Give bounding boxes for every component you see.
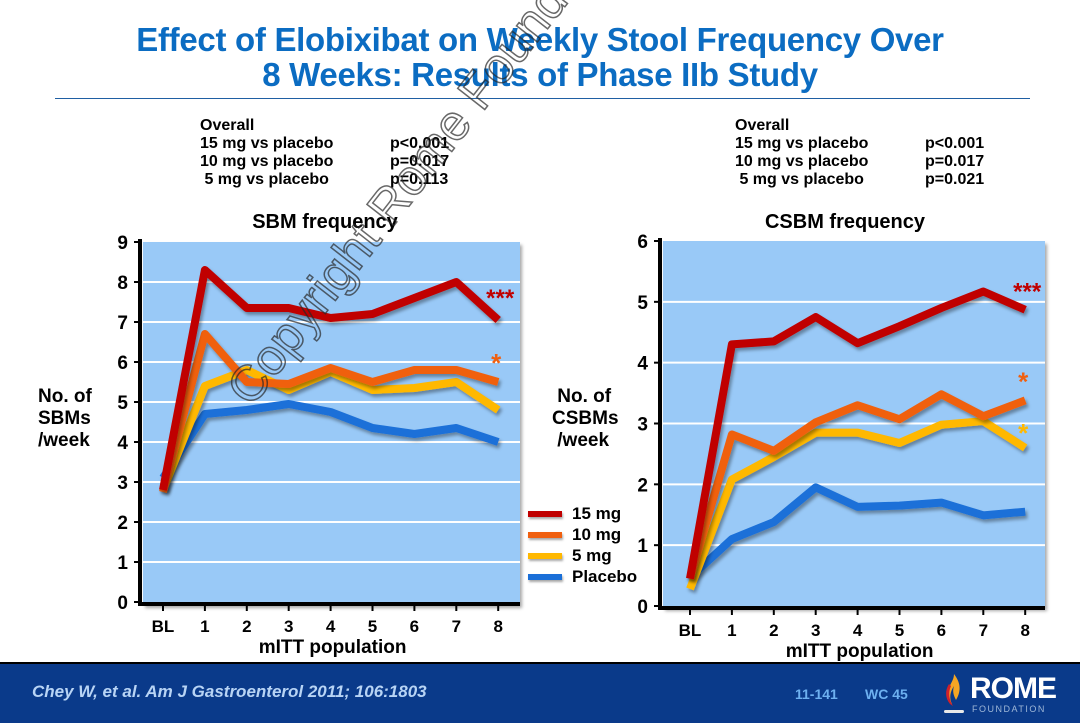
legend-label: 15 mg [572,504,621,524]
legend-swatch [528,553,562,559]
significance-annotation: * [491,348,502,378]
y-tick-label: 4 [117,433,128,454]
y-tick-label: 0 [117,593,128,614]
legend-label: Placebo [572,567,637,587]
citation: Chey W, et al. Am J Gastroenterol 2011; … [32,682,427,702]
x-tick-label: 1 [727,621,736,640]
wc-code: WC 45 [865,686,908,702]
significance-annotation: * [1018,418,1029,448]
rome-foundation-logo: ROME FOUNDATION [940,670,1070,718]
legend-swatch [528,511,562,517]
x-tick-label: 6 [410,617,419,636]
y-tick-label: 1 [637,536,648,557]
x-tick-label: 5 [895,621,904,640]
flame-icon [940,670,968,718]
x-tick-label: 7 [979,621,988,640]
footer-bar: Chey W, et al. Am J Gastroenterol 2011; … [0,662,1080,723]
chart-legend: 15 mg 10 mg 5 mg Placebo [528,503,637,587]
y-tick-label: 4 [637,354,648,375]
legend-item-5mg: 5 mg [528,545,637,566]
y-tick-label: 2 [117,513,128,534]
significance-annotation: *** [1013,279,1042,306]
y-tick-label: 3 [637,415,648,436]
x-tick-label: 8 [493,617,502,636]
x-tick-label: 2 [769,621,778,640]
x-tick-label: 6 [937,621,946,640]
y-tick-label: 1 [117,553,128,574]
y-tick-label: 0 [637,597,648,618]
x-tick-label: 3 [284,617,293,636]
legend-swatch [528,574,562,580]
y-tick-label: 5 [637,293,648,314]
x-tick-label: 7 [452,617,461,636]
y-tick-label: 2 [637,475,648,496]
significance-annotation: *** [486,285,515,312]
y-tick-label: 7 [117,313,128,334]
legend-item-placebo: Placebo [528,566,637,587]
logo-subtitle: FOUNDATION [972,704,1046,714]
x-tick-label: BL [152,617,175,636]
logo-wordmark: ROME [970,672,1056,706]
x-tick-label: BL [679,621,702,640]
x-tick-label: 4 [853,621,863,640]
y-tick-label: 8 [117,273,128,294]
legend-item-15mg: 15 mg [528,503,637,524]
legend-label: 5 mg [572,546,612,566]
legend-swatch [528,532,562,538]
x-tick-label: 2 [242,617,251,636]
legend-item-10mg: 10 mg [528,524,637,545]
x-tick-label: 3 [811,621,820,640]
y-tick-label: 3 [117,473,128,494]
legend-label: 10 mg [572,525,621,545]
y-tick-label: 6 [117,353,128,374]
y-tick-label: 5 [117,393,128,414]
y-tick-label: 6 [637,232,648,253]
slide-code: 11-141 [795,686,838,702]
x-tick-label: 4 [326,617,336,636]
x-tick-label: 1 [200,617,209,636]
y-tick-label: 9 [117,233,128,254]
x-axis-label: mITT population [259,637,407,658]
x-tick-label: 8 [1020,621,1029,640]
x-tick-label: 5 [368,617,377,636]
x-axis-label: mITT population [786,641,934,662]
significance-annotation: * [1018,366,1029,396]
